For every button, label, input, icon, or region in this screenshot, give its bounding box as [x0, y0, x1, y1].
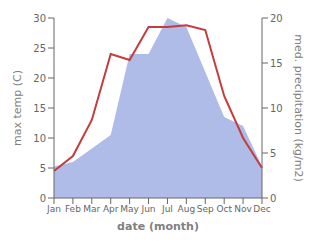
svg-text:Feb: Feb	[65, 204, 81, 214]
svg-text:med. precipitation (kg/m2): med. precipitation (kg/m2)	[292, 34, 305, 182]
svg-text:Apr: Apr	[103, 204, 119, 214]
svg-text:Jul: Jul	[161, 204, 173, 214]
svg-text:25: 25	[33, 43, 46, 54]
svg-text:Jan: Jan	[46, 204, 61, 214]
svg-text:May: May	[120, 204, 139, 214]
svg-text:0: 0	[270, 193, 276, 204]
svg-text:Jun: Jun	[141, 204, 156, 214]
svg-text:Oct: Oct	[216, 204, 232, 214]
svg-text:0: 0	[40, 193, 46, 204]
svg-text:Sep: Sep	[197, 204, 214, 214]
svg-text:Aug: Aug	[178, 204, 196, 214]
svg-text:20: 20	[270, 13, 283, 24]
svg-text:max temp (C): max temp (C)	[11, 70, 24, 146]
svg-text:10: 10	[33, 133, 46, 144]
svg-text:15: 15	[270, 58, 283, 69]
svg-text:Dec: Dec	[253, 204, 270, 214]
svg-text:Mar: Mar	[83, 204, 100, 214]
svg-text:date (month): date (month)	[117, 220, 199, 233]
svg-text:15: 15	[33, 103, 46, 114]
svg-text:10: 10	[270, 103, 283, 114]
svg-text:5: 5	[40, 163, 46, 174]
svg-text:Nov: Nov	[234, 204, 252, 214]
svg-text:30: 30	[33, 13, 46, 24]
svg-text:5: 5	[270, 148, 276, 159]
svg-text:20: 20	[33, 73, 46, 84]
